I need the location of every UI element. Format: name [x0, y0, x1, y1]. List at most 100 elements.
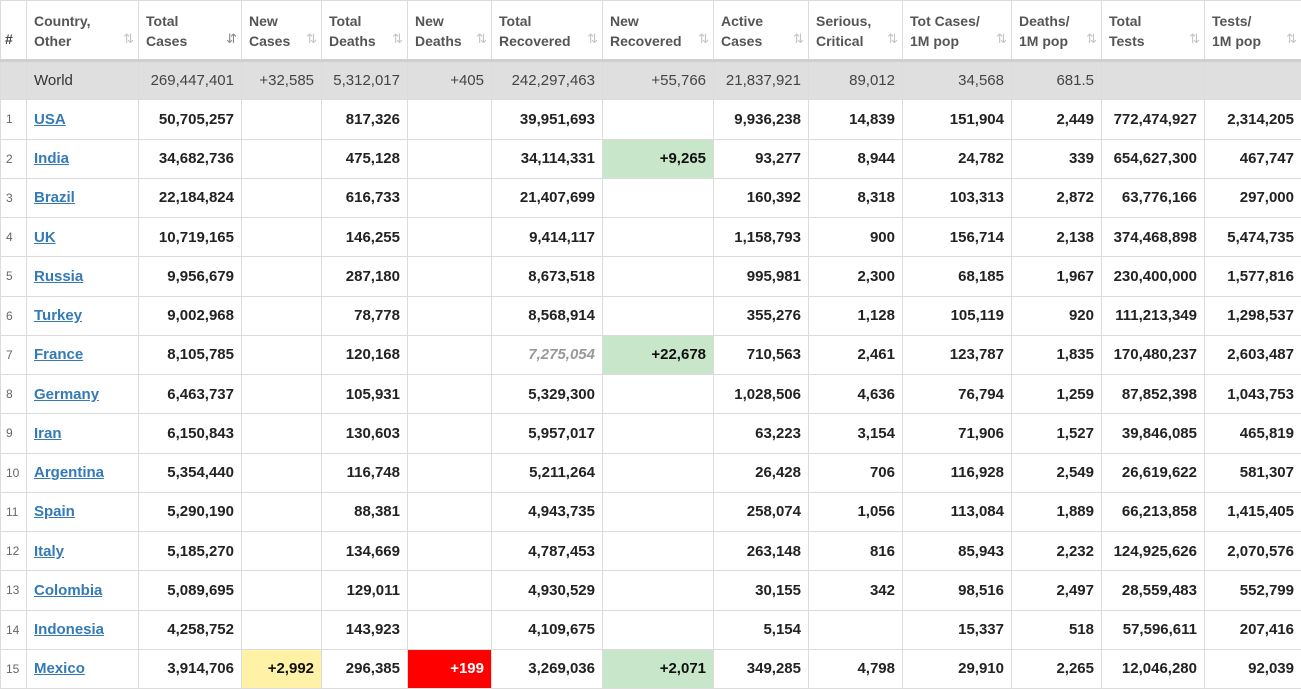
column-header-tests-1m[interactable]: Tests/1M pop⇅ — [1205, 1, 1301, 61]
cell-deaths-1m: 2,138 — [1012, 218, 1102, 257]
column-header-label-line2: Recovered — [499, 31, 595, 51]
sort-arrows-icon[interactable]: ⇅ — [587, 29, 596, 49]
column-header-label-line2: Cases — [146, 31, 234, 51]
country-link[interactable]: Argentina — [34, 464, 104, 481]
cell-total-deaths: 287,180 — [322, 257, 408, 296]
sort-arrows-icon[interactable]: ⇅ — [698, 29, 707, 49]
cell-new-cases — [242, 296, 322, 335]
cell-serious-critical: 8,318 — [809, 178, 903, 217]
column-header-label: Total — [1109, 11, 1197, 31]
country-link[interactable]: Iran — [34, 425, 62, 442]
cell-active-cases: 710,563 — [714, 335, 809, 374]
cell-total-deaths: 616,733 — [322, 178, 408, 217]
column-header-label: Total — [146, 11, 234, 31]
cell-country: USA — [27, 100, 139, 139]
cell-tot-cases-1m: 24,782 — [903, 139, 1012, 178]
cell-total-tests: 374,468,898 — [1102, 218, 1205, 257]
country-link[interactable]: Turkey — [34, 307, 82, 324]
column-header-tot-cases-1m[interactable]: Tot Cases/1M pop⇅ — [903, 1, 1012, 61]
column-header-deaths-1m[interactable]: Deaths/1M pop⇅ — [1012, 1, 1102, 61]
sort-arrows-icon[interactable]: ⇅ — [123, 29, 132, 49]
cell-new-deaths — [408, 375, 492, 414]
country-link[interactable]: India — [34, 150, 69, 167]
country-link[interactable]: USA — [34, 111, 66, 128]
cell-country: France — [27, 335, 139, 374]
sort-arrows-icon[interactable]: ⇵ — [226, 29, 235, 49]
cell-tot-cases-1m: 123,787 — [903, 335, 1012, 374]
cell-new-deaths — [408, 100, 492, 139]
sort-arrows-icon[interactable]: ⇅ — [306, 29, 315, 49]
cell-serious-critical — [809, 610, 903, 649]
cell-idx: 15 — [1, 649, 27, 688]
cell-serious-critical: 1,128 — [809, 296, 903, 335]
cell-deaths-1m: 1,835 — [1012, 335, 1102, 374]
column-header-serious-critical[interactable]: Serious,Critical⇅ — [809, 1, 903, 61]
sort-arrows-icon[interactable]: ⇅ — [1286, 29, 1295, 49]
sort-arrows-icon[interactable]: ⇅ — [392, 29, 401, 49]
cell-new-cases — [242, 492, 322, 531]
cell-new-deaths — [408, 610, 492, 649]
cell-idx: 6 — [1, 296, 27, 335]
cell-total-cases: 5,185,270 — [139, 532, 242, 571]
column-header-country[interactable]: Country,Other⇅ — [27, 1, 139, 61]
cell-country: Italy — [27, 532, 139, 571]
cell-total-deaths: 120,168 — [322, 335, 408, 374]
country-link[interactable]: Colombia — [34, 582, 102, 599]
sort-arrows-icon[interactable]: ⇅ — [996, 29, 1005, 49]
cell-new-cases: +2,992 — [242, 649, 322, 688]
sort-arrows-icon[interactable]: ⇅ — [1189, 29, 1198, 49]
cell-deaths-1m: 1,527 — [1012, 414, 1102, 453]
cell-new-deaths — [408, 453, 492, 492]
cell-new-deaths — [408, 492, 492, 531]
country-link[interactable]: Russia — [34, 268, 83, 285]
country-link[interactable]: UK — [34, 229, 56, 246]
cell-total-recovered: 39,951,693 — [492, 100, 603, 139]
cell-total-cases: 6,463,737 — [139, 375, 242, 414]
cell-total-deaths: 134,669 — [322, 532, 408, 571]
country-link[interactable]: Indonesia — [34, 621, 104, 638]
cell-total-cases: 22,184,824 — [139, 178, 242, 217]
cell-tot-cases-1m: 34,568 — [903, 61, 1012, 100]
cell-tot-cases-1m: 103,313 — [903, 178, 1012, 217]
sort-arrows-icon[interactable]: ⇅ — [887, 29, 896, 49]
country-link[interactable]: Germany — [34, 386, 99, 403]
column-header-label: # — [5, 29, 26, 49]
cell-deaths-1m: 2,872 — [1012, 178, 1102, 217]
cell-total-cases: 10,719,165 — [139, 218, 242, 257]
country-link[interactable]: Spain — [34, 503, 75, 520]
column-header-idx: # — [1, 1, 27, 61]
cell-deaths-1m: 920 — [1012, 296, 1102, 335]
sort-arrows-icon[interactable]: ⇅ — [1086, 29, 1095, 49]
country-link[interactable]: Italy — [34, 543, 64, 560]
country-link[interactable]: Brazil — [34, 189, 75, 206]
cell-total-tests: 12,046,280 — [1102, 649, 1205, 688]
cell-idx: 3 — [1, 178, 27, 217]
cell-new-cases — [242, 532, 322, 571]
country-link[interactable]: Mexico — [34, 660, 85, 677]
cell-deaths-1m: 2,449 — [1012, 100, 1102, 139]
cell-idx: 5 — [1, 257, 27, 296]
sort-arrows-icon[interactable]: ⇅ — [793, 29, 802, 49]
cell-total-tests: 230,400,000 — [1102, 257, 1205, 296]
cell-idx: 7 — [1, 335, 27, 374]
sort-arrows-icon[interactable]: ⇅ — [476, 29, 485, 49]
cell-total-recovered: 7,275,054 — [492, 335, 603, 374]
country-link[interactable]: France — [34, 346, 83, 363]
cell-total-recovered: 242,297,463 — [492, 61, 603, 100]
cell-deaths-1m: 2,265 — [1012, 649, 1102, 688]
cell-total-cases: 9,956,679 — [139, 257, 242, 296]
cell-tot-cases-1m: 156,714 — [903, 218, 1012, 257]
column-header-label: Serious, — [816, 11, 895, 31]
